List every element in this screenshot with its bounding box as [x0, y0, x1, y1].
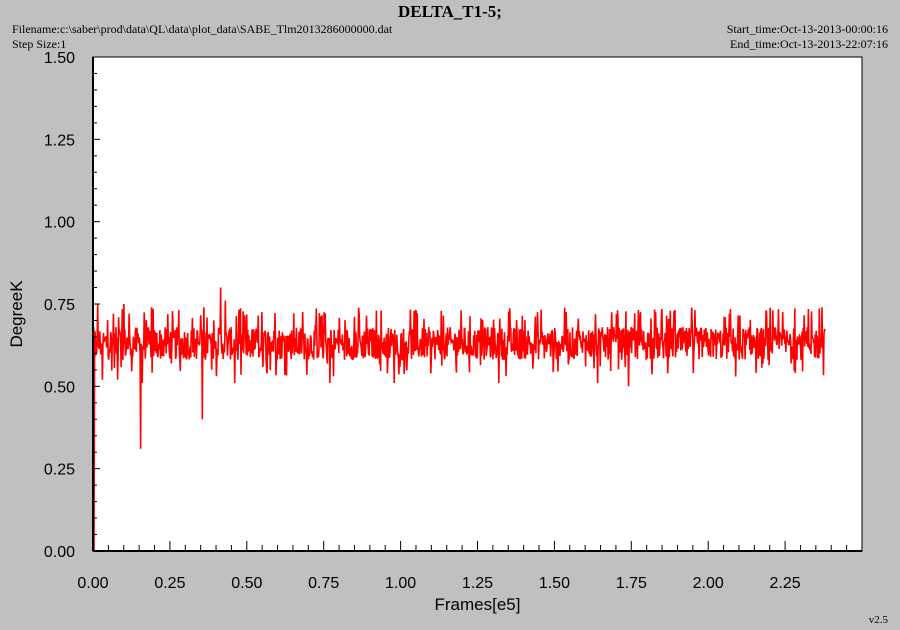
x-tick-label: 2.00: [693, 575, 724, 592]
end-time-label: End_time:Oct-13-2013-22:07:16: [730, 37, 888, 51]
chart-title: DELTA_T1-5;: [398, 2, 502, 21]
x-tick-label: 0.00: [77, 575, 108, 592]
filename-label: Filename:c:\saber\prod\data\QL\data\plot…: [12, 22, 393, 36]
x-tick-label: 0.75: [308, 575, 339, 592]
y-axis-title: DegreeK: [7, 280, 26, 348]
x-tick-label: 2.25: [770, 575, 801, 592]
series-line: [92, 287, 826, 552]
x-tick-label: 1.00: [385, 575, 416, 592]
y-tick-label: 0.50: [44, 379, 75, 396]
x-tick-label: 1.25: [462, 575, 493, 592]
y-tick-label: 0.00: [44, 544, 75, 561]
y-tick-label: 1.25: [44, 132, 75, 149]
y-tick-label: 0.75: [44, 297, 75, 314]
y-tick-label: 0.25: [44, 462, 75, 479]
step-size-label: Step Size:1: [12, 37, 67, 51]
x-tick-label: 0.25: [154, 575, 185, 592]
x-tick-label: 1.75: [616, 575, 647, 592]
x-tick-label: 1.50: [539, 575, 570, 592]
plot-area: [92, 56, 863, 552]
x-tick-label: 0.50: [231, 575, 262, 592]
start-time-label: Start_time:Oct-13-2013-00:00:16: [726, 22, 888, 36]
y-tick-label: 1.50: [44, 50, 75, 67]
series-group: [92, 287, 826, 552]
x-axis-title: Frames[e5]: [435, 595, 521, 614]
y-tick-label: 1.00: [44, 215, 75, 232]
version-label: v2.5: [868, 614, 888, 626]
axis-group: 0.00 0.25 0.50 0.75 1.00 1.25 1.50 0.00 0.25 0.50…: [44, 50, 863, 592]
